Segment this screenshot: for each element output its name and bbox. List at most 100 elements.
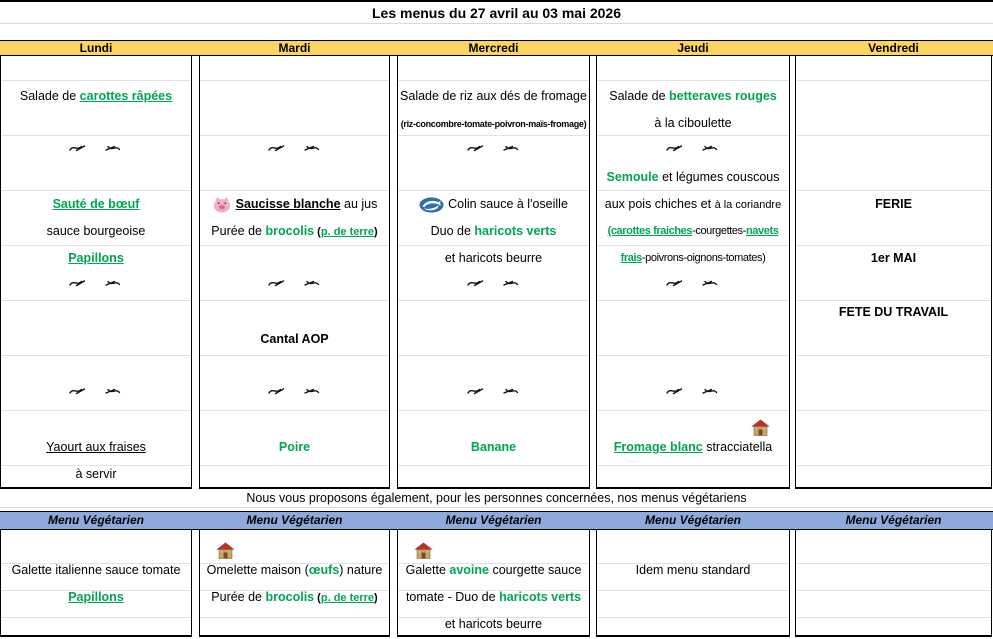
menu-line: Omelette maison (œufs) nature <box>200 557 389 584</box>
course-divider <box>1 272 191 299</box>
gridline <box>597 465 789 466</box>
gridline <box>200 590 389 591</box>
menu-text: Poire <box>278 440 311 454</box>
pig-icon <box>212 196 232 213</box>
menu-line: FETE DU TRAVAIL <box>796 299 991 326</box>
day-header-mercredi: Mercredi <box>468 41 519 55</box>
gridline <box>1 355 191 356</box>
menu-text: Galette italienne sauce tomate <box>11 563 181 577</box>
menu-line: Semoule et légumes couscous <box>597 164 789 191</box>
menu-line: Papillons <box>1 584 191 611</box>
gridline <box>597 590 789 591</box>
veg-header-mardi: Menu Végétarien <box>246 513 343 527</box>
gridline <box>796 410 991 411</box>
menu-text: au jus <box>340 197 378 211</box>
house-icon <box>751 419 770 436</box>
menu-text: Colin sauce à l'oseille <box>448 197 568 211</box>
menu-text: à la coriandre <box>714 199 782 211</box>
menu-line: Fromage blanc stracciatella <box>597 434 789 461</box>
gridline <box>398 590 589 591</box>
menu-line: frais-poivrons-oignons-tomates) <box>597 245 789 272</box>
menu-text: brocolis <box>265 590 315 604</box>
squiggle-divider-icon <box>664 272 722 299</box>
menu-column-jeudi: Salade de betteraves rouges à la ciboulet… <box>596 56 790 489</box>
gridline <box>200 563 389 564</box>
menu-column-lundi: Salade de carottes râpées Sauté de bœuf sa… <box>0 56 192 489</box>
gridline <box>200 617 389 618</box>
squiggle-divider-icon <box>664 137 722 164</box>
gridline <box>796 135 991 136</box>
menu-line: tomate - Duo de haricots verts <box>398 584 589 611</box>
house-icon <box>414 542 433 559</box>
menu-column-mercredi: Salade de riz aux dés de fromage (riz-con… <box>397 56 590 489</box>
veg-column-jeudi: Idem menu standard <box>596 530 790 637</box>
gridline <box>398 190 589 191</box>
gridline <box>1 135 191 136</box>
menu-text: carottes râpées <box>79 89 173 103</box>
gridline <box>1 80 191 81</box>
menu-text: Fromage blanc <box>613 440 703 454</box>
menu-line: et haricots beurre <box>398 245 589 272</box>
gridline <box>796 355 991 356</box>
menu-text: aux pois chiches et <box>604 197 715 211</box>
day-header-lundi: Lundi <box>79 41 113 55</box>
house-icon <box>216 542 235 559</box>
gridline <box>597 190 789 191</box>
menu-line: aux pois chiches et à la coriandre <box>597 191 789 218</box>
gridline <box>200 410 389 411</box>
gridline <box>200 300 389 301</box>
menu-line: Salade de betteraves rouges <box>597 83 789 110</box>
gridline <box>398 563 589 564</box>
menu-text: ) <box>374 592 378 604</box>
gridline <box>200 355 389 356</box>
course-divider <box>597 137 789 164</box>
veg-column-mardi: Omelette maison (œufs) nature Purée de br… <box>199 530 390 637</box>
course-divider <box>200 137 389 164</box>
menu-text: tomate - Duo de <box>405 590 500 604</box>
gridline <box>1 563 191 564</box>
menu-line: et haricots beurre <box>398 611 589 638</box>
gridline <box>1 590 191 591</box>
veg-header-jeudi: Menu Végétarien <box>644 513 742 527</box>
menu-line: Colin sauce à l'oseille <box>398 191 589 218</box>
veg-column-mercredi: Galette avoine courgette sauce tomate - D… <box>397 530 590 637</box>
gridline <box>796 190 991 191</box>
gridline <box>398 300 589 301</box>
menu-text: (carottes fraiches <box>607 225 693 237</box>
menu-line: Idem menu standard <box>597 557 789 584</box>
squiggle-divider-icon <box>266 380 324 407</box>
veg-header-lundi: Menu Végétarien <box>47 513 145 527</box>
course-divider <box>1 137 191 164</box>
menu-line: Galette italienne sauce tomate <box>1 557 191 584</box>
menu-text: courgette sauce <box>488 563 582 577</box>
menu-line: 1er MAI <box>796 245 991 272</box>
menu-text: ( <box>314 592 321 604</box>
gridline <box>398 410 589 411</box>
menu-text: p. de terre <box>320 592 375 604</box>
gridline <box>796 245 991 246</box>
menu-column-vendredi: FERIE 1er MAI FETE DU TRAVAIL <box>795 56 992 489</box>
menu-line: Purée de brocolis (p. de terre) <box>200 218 389 245</box>
gridline <box>1 465 191 466</box>
menu-line: Duo de haricots verts <box>398 218 589 245</box>
day-header-mardi: Mardi <box>278 41 311 55</box>
menu-text: Salade de <box>609 89 670 103</box>
gridline <box>597 80 789 81</box>
menu-text: Banane <box>470 440 517 454</box>
menu-line: Purée de brocolis (p. de terre) <box>200 584 389 611</box>
gridline <box>1 245 191 246</box>
menu-line: Banane <box>398 434 589 461</box>
menu-line: à servir <box>1 461 191 488</box>
gridline <box>597 300 789 301</box>
menu-line: sauce bourgeoise <box>1 218 191 245</box>
menu-text: ( <box>314 226 321 238</box>
course-divider <box>200 380 389 407</box>
menu-text: -courgettes- <box>692 225 746 237</box>
menu-line: (carottes fraiches-courgettes-navets <box>597 218 789 245</box>
menu-column-mardi: Saucisse blanche au jus Purée de brocolis… <box>199 56 390 489</box>
course-divider <box>597 380 789 407</box>
day-header-jeudi: Jeudi <box>677 41 709 55</box>
gridline <box>398 355 589 356</box>
day-header-vendredi: Vendredi <box>868 41 919 55</box>
menu-text: haricots verts <box>474 224 557 238</box>
